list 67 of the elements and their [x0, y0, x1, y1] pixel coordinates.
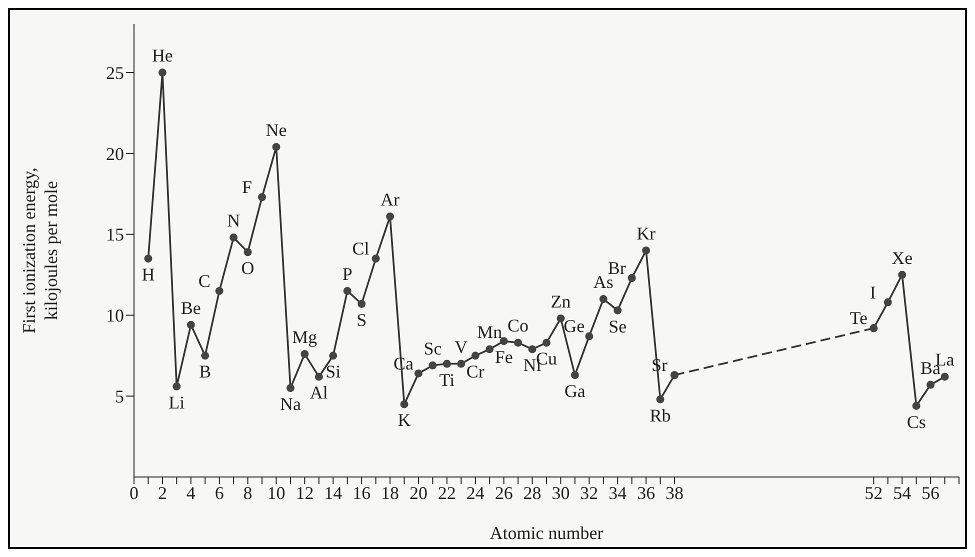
x-tick-label: 4 — [186, 482, 196, 503]
y-axis-title: First ionization energy, kilojoules per mole — [19, 168, 61, 334]
annotation: Ti — [439, 370, 455, 390]
annotation: S — [356, 310, 367, 330]
annotation: Sc — [424, 338, 442, 358]
annotation: Be — [180, 298, 201, 318]
annotation: Ar — [380, 190, 400, 210]
x-tick-label: 34 — [608, 482, 627, 503]
y-tick-label: 5 — [115, 386, 124, 406]
x-tick-label: 54 — [893, 482, 912, 503]
x-tick-label: 2 — [158, 482, 167, 503]
annotation: Br — [608, 258, 626, 278]
annotation: Kr — [636, 224, 656, 244]
annotation: Si — [326, 362, 341, 382]
annotation: Li — [168, 392, 185, 412]
annotation: Ne — [266, 120, 287, 140]
x-tick-label: 28 — [523, 482, 542, 503]
annotation: Na — [280, 394, 301, 414]
annotation: Mg — [292, 327, 318, 348]
x-tick-label: 0 — [130, 482, 138, 503]
x-tick-label: 52 — [864, 482, 883, 503]
x-tick-label: 18 — [381, 482, 400, 503]
annotation: V — [454, 336, 468, 357]
y-tick-label: 10 — [106, 306, 124, 326]
x-tick-label: 22 — [438, 482, 456, 503]
x-tick-label: 32 — [580, 482, 598, 503]
annotation: Co — [508, 316, 529, 336]
x-tick-label: 56 — [922, 482, 940, 503]
x-tick-label: 26 — [494, 482, 513, 503]
annotation: Fe — [494, 347, 513, 368]
annotation: Cr — [466, 362, 484, 382]
x-tick-label: 6 — [214, 482, 224, 503]
annotation: Cs — [906, 412, 926, 432]
annotation: Ge — [564, 316, 585, 336]
annotation: Zn — [550, 291, 571, 312]
annotation: I — [870, 282, 876, 302]
y-tick-label: 25 — [106, 62, 124, 83]
x-tick-label: 30 — [552, 482, 570, 503]
annotation: Se — [608, 316, 627, 336]
x-axis-title: Atomic number — [490, 523, 604, 543]
annotation: N — [227, 210, 240, 231]
y-tick-label: 15 — [106, 224, 124, 245]
annotation: Ga — [564, 381, 586, 402]
x-tick-label: 8 — [243, 482, 252, 503]
x-tick-label: 38 — [666, 482, 684, 503]
x-tick-label: 12 — [296, 482, 314, 503]
annotation: Rb — [650, 405, 671, 426]
annotation: P — [342, 264, 352, 284]
x-tick-label: 14 — [324, 482, 342, 503]
annotation: Cl — [352, 238, 370, 259]
annotation: H — [142, 264, 155, 285]
x-tick-label: 10 — [267, 482, 286, 503]
annotation: F — [242, 177, 252, 198]
x-tick-label: 16 — [352, 482, 371, 503]
annotation: C — [198, 270, 210, 291]
x-tick-label: 36 — [637, 482, 656, 503]
x-tick-label: 24 — [466, 482, 484, 503]
y-tick-label: 20 — [106, 144, 124, 164]
x-tick-label: 20 — [409, 482, 428, 503]
annotation: He — [152, 46, 173, 66]
annotation: Mn — [477, 322, 502, 342]
annotation: O — [241, 258, 254, 278]
annotation: Al — [310, 382, 328, 403]
annotation: K — [398, 410, 411, 430]
annotation: Te — [850, 308, 868, 328]
annotation: Xe — [892, 248, 913, 268]
annotation: B — [199, 362, 212, 382]
